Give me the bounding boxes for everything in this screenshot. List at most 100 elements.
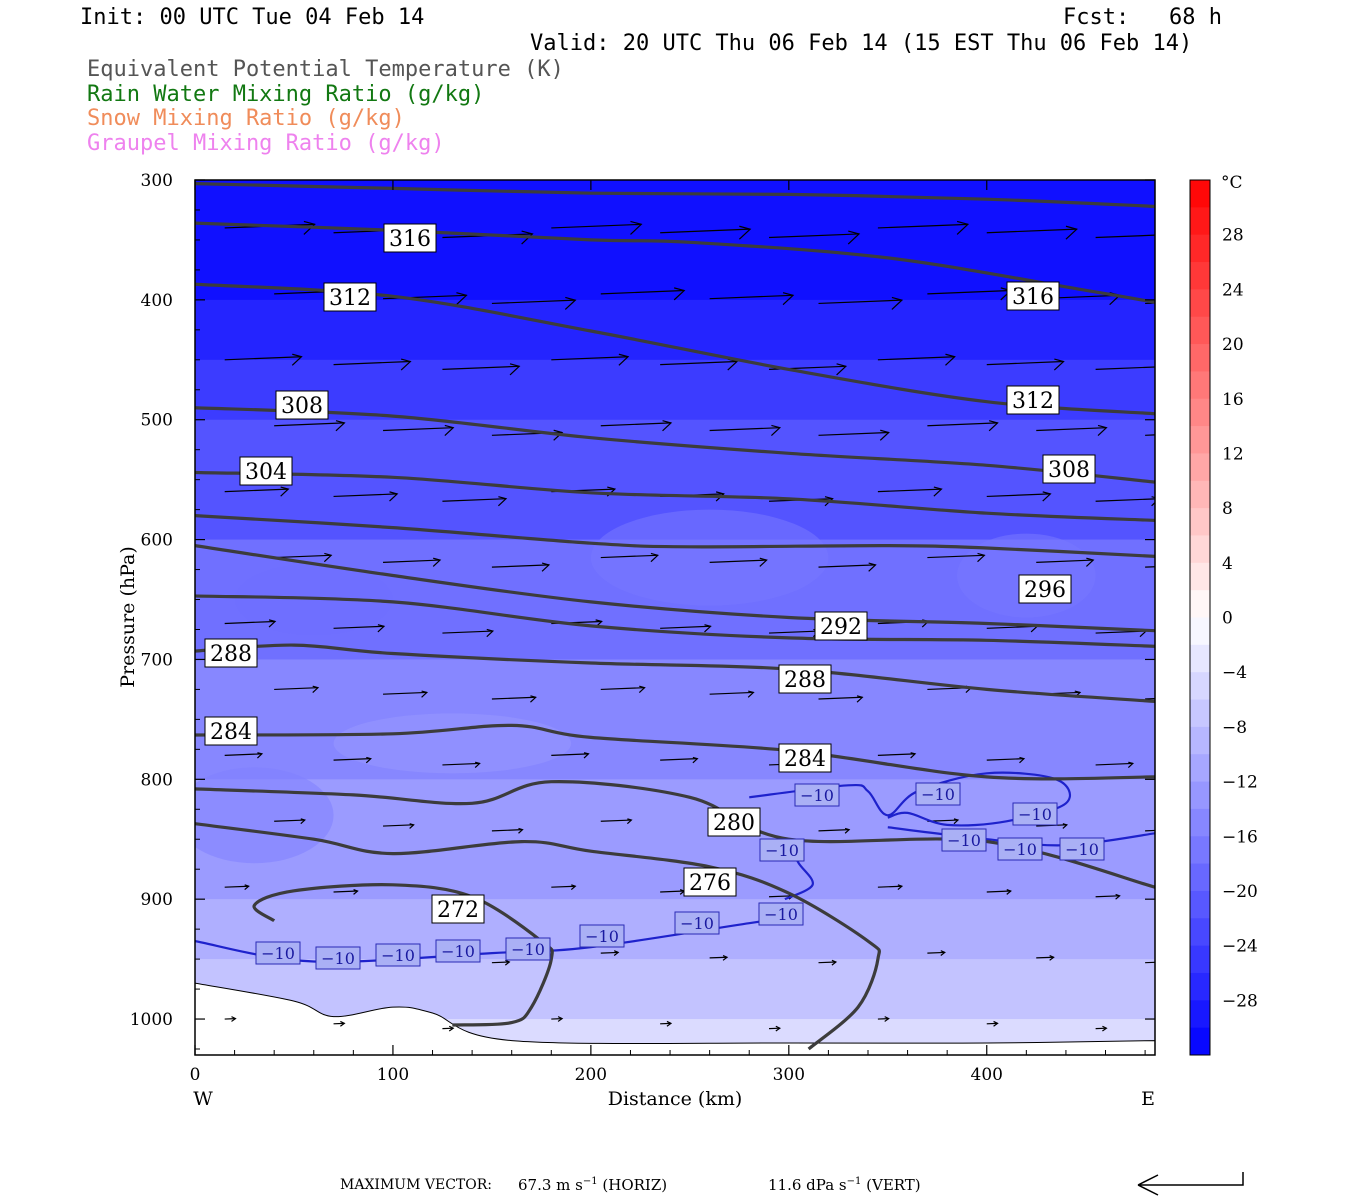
wind-vector-arrow [877,353,956,366]
wind-vector-arrow [818,562,877,572]
colorbar-swatch [1190,863,1210,892]
colorbar-tick-label: −24 [1222,937,1258,957]
colorbar-tick-label: −12 [1222,773,1258,793]
wind-vector-arrow [1095,1025,1108,1032]
wind-vector-arrow [491,827,524,834]
init-time: Init: 00 UTC Tue 04 Feb 14 [80,5,425,30]
wind-vector-arrow [333,491,399,502]
y-tick-label: 900 [141,890,173,910]
svg-text:272: 272 [437,898,479,923]
svg-text:276: 276 [689,871,731,896]
svg-text:312: 312 [1012,389,1054,414]
wind-vector-arrow [600,950,620,956]
wind-vector-arrow [877,884,904,891]
y-tick-label: 700 [141,650,173,670]
wind-vector-arrow [1145,698,1155,700]
wind-vector-arrow [491,296,577,310]
y-tick-label: 1000 [130,1010,173,1030]
colorbar-tick-label: −16 [1222,827,1258,847]
isotherm-label: −10 [375,943,421,967]
wind-vector-arrow [442,496,508,507]
wind-vector-arrow [927,420,999,432]
wind-vector-arrow [818,959,838,966]
svg-text:284: 284 [784,747,826,772]
isotherm-label: −10 [579,924,625,948]
svg-text:−10: −10 [441,942,475,961]
colorbar-swatch [1190,480,1210,509]
wind-vector-arrow [600,552,659,563]
wind-vector-arrow [1145,829,1155,832]
x-axis-west-label: W [193,1088,213,1110]
y-tick-label: 500 [141,411,173,431]
theta-e-label: 312 [323,282,377,312]
theta-e-contour [195,544,1155,633]
wind-vector-arrow [709,954,729,961]
y-tick-label: 300 [141,171,173,191]
colorbar-swatch [1190,1027,1210,1056]
wind-vector-arrow [333,1020,346,1027]
wind-vector-arrow [1095,496,1155,507]
colorbar-tick-label: 24 [1222,280,1244,300]
colorbar-swatch [1190,945,1210,974]
wind-vector-arrow [442,628,495,638]
plot-frame [194,179,1156,1056]
x-tick-label: 400 [971,1065,1003,1085]
wind-vector-arrow [551,220,643,235]
wind-vector-arrow [660,225,752,240]
legend-theta-e: Equivalent Potential Temperature (K) [87,57,564,82]
theta-e-label: 288 [778,664,832,694]
wind-vector-arrow [600,287,686,301]
wind-vector-arrow [660,1020,673,1027]
wind-vector-arrow [333,624,386,633]
wind-vector-arrow [600,420,673,432]
wind-vector-arrow [1145,961,1155,964]
wind-vector-arrow [383,823,415,829]
temperature-band [195,359,1155,421]
svg-text:−10: −10 [1065,840,1099,859]
theta-e-contour [195,643,1155,703]
svg-text:−10: −10 [321,949,355,968]
y-axis-title: Pressure (hPa) [117,546,139,688]
temperature-colorbar: 28 24 20 16 12 8 4 0 −4 −8 −12 −16 −20 −24 −28 [1189,179,1258,1056]
svg-text:312: 312 [329,286,371,311]
colorbar-swatch [1190,398,1210,427]
colorbar-swatch [1190,316,1210,345]
wind-vector-arrow [274,420,346,432]
svg-text:−10: −10 [765,841,799,860]
legend-graupel: Graupel Mixing Ratio (g/kg) [87,131,445,156]
wind-vector-arrow [818,296,904,310]
colorbar-swatch [1190,836,1210,865]
colorbar-swatch [1190,289,1210,318]
theta-e-contour [195,470,1155,522]
isotherm-label: −10 [758,902,804,926]
wind-vector-arrow [1036,954,1055,961]
colorbar-swatch [1190,672,1210,701]
isotherm-label: −10 [315,946,361,970]
theta-e-label: 308 [275,390,329,420]
colorbar-tick-label: −4 [1222,663,1247,683]
svg-text:−10: −10 [680,914,714,933]
x-tick-label: 300 [773,1065,805,1085]
x-axis-title: Distance (km) [608,1088,743,1110]
theta-e-label: 272 [431,894,485,924]
colorbar-swatch [1190,699,1210,728]
colorbar-tick-label: −28 [1222,991,1258,1011]
wind-vector-arrow [986,1020,999,1027]
svg-text:308: 308 [1048,458,1090,483]
colorbar-swatch [1190,781,1210,810]
colorbar-swatch [1190,890,1210,919]
wind-vector-arrow [927,552,986,563]
theta-e-label: 284 [778,743,832,773]
svg-text:296: 296 [1024,578,1066,603]
isotherm-minus10-line [749,771,1071,827]
max-vector-horizontal: 67.3 m s−1 (HORIZ) [518,1176,668,1194]
svg-text:304: 304 [245,460,287,485]
wind-vector-arrow [709,557,768,567]
wind-vector-arrow [491,562,551,572]
theta-e-label: 304 [239,456,293,486]
svg-text:−10: −10 [1018,805,1052,824]
theta-e-label: 296 [1018,574,1072,604]
temperature-patch [590,509,829,606]
svg-text:308: 308 [281,394,323,419]
wind-vector-arrow [1095,366,1155,370]
